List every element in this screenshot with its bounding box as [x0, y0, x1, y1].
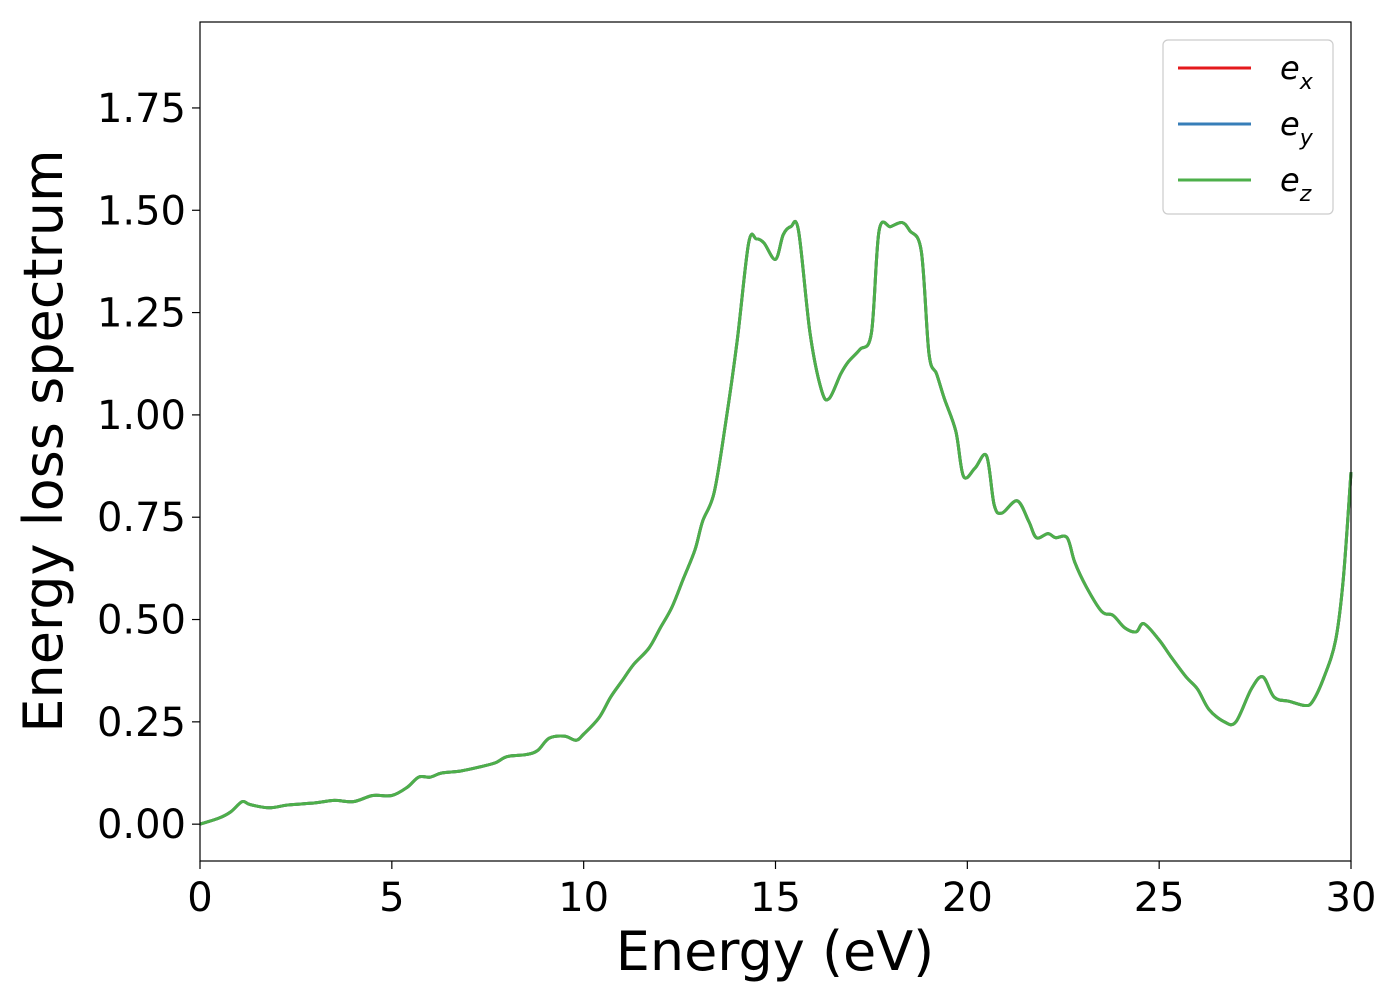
x-tick-label: 30: [1326, 875, 1377, 921]
x-tick-label: 5: [379, 875, 404, 921]
x-tick-label: 20: [942, 875, 993, 921]
y-tick-label: 1.25: [97, 291, 186, 337]
x-tick-label: 15: [750, 875, 801, 921]
legend: ex ey ez: [1162, 39, 1334, 215]
x-axis-label: Energy (eV): [616, 920, 935, 983]
y-tick-label: 0.25: [97, 700, 186, 746]
legend-box: [1162, 39, 1334, 215]
y-tick-label: 1.50: [97, 188, 186, 234]
series-layer: [199, 219, 1353, 826]
x-tick-label: 10: [558, 875, 609, 921]
series-line-2: [199, 219, 1353, 826]
y-axis: 0.00 0.25 0.50 0.75 1.00 1.25 1.50 1.75: [97, 86, 200, 848]
y-tick-label: 1.00: [97, 393, 186, 439]
y-tick-label: 0.75: [97, 495, 186, 541]
y-axis-label: Energy loss spectrum: [12, 149, 75, 732]
legend-label: ez: [1280, 161, 1312, 207]
legend-label: ey: [1280, 105, 1314, 151]
y-tick-label: 0.00: [97, 802, 186, 848]
x-tick-label: 25: [1134, 875, 1185, 921]
x-tick-label: 0: [187, 875, 212, 921]
legend-label: ex: [1280, 49, 1314, 95]
y-tick-label: 1.75: [97, 86, 186, 132]
x-axis: 0 5 10 15 20 25 30: [187, 861, 1376, 921]
y-tick-label: 0.50: [97, 598, 186, 644]
